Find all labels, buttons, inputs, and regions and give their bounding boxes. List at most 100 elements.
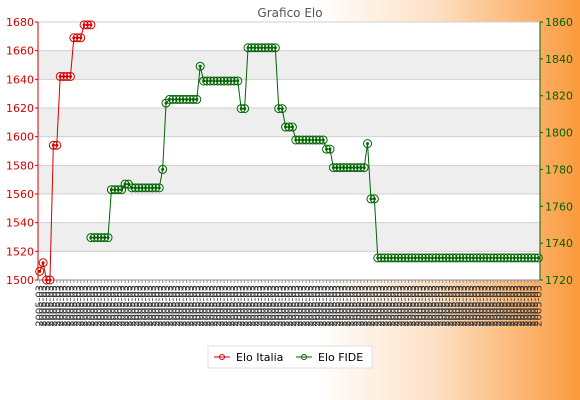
x-tick-label: 2005-03 <box>421 285 432 327</box>
data-point-dot <box>366 142 370 146</box>
x-tick-label: 2005-03 <box>141 285 152 327</box>
right-tick-label: 1740 <box>545 237 573 250</box>
data-point-dot <box>321 138 325 142</box>
x-tick-label: 2005-03 <box>359 285 370 327</box>
series-line <box>39 24 91 281</box>
x-tick-label: 2005-03 <box>363 285 374 327</box>
x-tick-label: 2005-03 <box>291 285 302 327</box>
x-tick-label: 2005-03 <box>455 285 466 327</box>
legend-box <box>207 345 373 369</box>
data-point-dot <box>89 23 93 27</box>
x-tick-label: 2005-03 <box>479 285 490 327</box>
left-tick-label: 1540 <box>6 217 34 230</box>
x-tick-label: 2005-03 <box>448 285 459 327</box>
x-tick-label: 2005-03 <box>397 285 408 327</box>
x-tick-label: 2005-03 <box>308 285 319 327</box>
x-tick-label: 2005-03 <box>69 285 80 327</box>
grid-band <box>38 194 540 223</box>
x-tick-label: 2005-03 <box>212 285 223 327</box>
x-tick-label: 2005-03 <box>253 285 264 327</box>
x-tick-label: 2005-03 <box>526 285 537 327</box>
data-point-dot <box>38 269 42 273</box>
x-tick-label: 2005-03 <box>311 285 322 327</box>
x-tick-label: 2005-03 <box>489 285 500 327</box>
x-tick-label: 2005-03 <box>270 285 281 327</box>
x-tick-label: 2005-03 <box>130 285 141 327</box>
x-tick-label: 2005-03 <box>123 285 134 327</box>
x-tick-label: 2005-03 <box>209 285 220 327</box>
left-axis-ticks: 1500 1520 1540 1560 1580 1600 1620 1640 1660 1680 <box>6 16 38 287</box>
x-tick-label: 2005-03 <box>202 285 213 327</box>
x-tick-label: 2005-03 <box>438 285 449 327</box>
x-tick-label: 2005-03 <box>144 285 155 327</box>
x-tick-label: 2005-03 <box>226 285 237 327</box>
x-tick-label: 2005-03 <box>349 285 360 327</box>
x-tick-label: 2005-03 <box>390 285 401 327</box>
x-tick-label: 2005-03 <box>113 285 124 327</box>
x-tick-label: 2005-03 <box>414 285 425 327</box>
x-tick-label: 2005-03 <box>106 285 117 327</box>
series-lines <box>35 20 543 285</box>
x-tick-label: 2005-03 <box>356 285 367 327</box>
right-axis-ticks: 1720 1740 1760 1780 1800 1820 1840 1860 <box>540 16 573 287</box>
x-tick-label: 2005-03 <box>127 285 138 327</box>
data-point <box>277 104 287 114</box>
x-tick-label: 2005-03 <box>134 285 145 327</box>
data-point <box>325 144 335 154</box>
chart-title: Grafico Elo <box>257 6 322 20</box>
grid-band <box>38 251 540 280</box>
data-point <box>195 61 205 71</box>
right-tick-label: 1800 <box>545 127 573 140</box>
x-tick-label: 2005-03 <box>383 285 394 327</box>
data-point <box>45 275 55 285</box>
x-tick-label: 2005-03 <box>257 285 268 327</box>
x-tick-label: 2005-03 <box>462 285 473 327</box>
data-point-dot <box>120 188 124 192</box>
x-tick-label: 2005-03 <box>342 285 353 327</box>
data-point-dot <box>362 166 366 170</box>
x-tick-label: 2005-03 <box>424 285 435 327</box>
x-tick-label: 2005-03 <box>318 285 329 327</box>
legend: Elo Italia Elo FIDE <box>207 345 373 369</box>
x-tick-label: 2005-03 <box>287 285 298 327</box>
data-point-dot <box>195 97 199 101</box>
x-tick-label: 2005-03 <box>117 285 128 327</box>
data-point <box>86 20 96 30</box>
x-tick-label: 2005-03 <box>513 285 524 327</box>
data-point <box>287 122 297 132</box>
x-tick-label: 2005-03 <box>376 285 387 327</box>
data-point-dot <box>55 143 59 147</box>
x-tick-label: 2005-03 <box>352 285 363 327</box>
x-tick-label: 2005-03 <box>199 285 210 327</box>
x-tick-label: 2005-03 <box>236 285 247 327</box>
x-tick-label: 2005-03 <box>294 285 305 327</box>
x-tick-label: 2005-03 <box>147 285 158 327</box>
x-tick-label: 2005-03 <box>42 285 53 327</box>
grid-bands <box>38 22 540 280</box>
legend-marker <box>219 354 225 360</box>
left-tick-label: 1520 <box>6 245 34 258</box>
x-tick-label: 2005-03 <box>503 285 514 327</box>
data-point <box>103 233 113 243</box>
x-tick-label: 2005-03 <box>499 285 510 327</box>
x-tick-label: 2005-03 <box>523 285 534 327</box>
x-tick-label: 2005-03 <box>386 285 397 327</box>
legend-marker <box>301 354 307 360</box>
data-point <box>65 71 75 81</box>
x-tick-label: 2005-03 <box>373 285 384 327</box>
right-tick-label: 1720 <box>545 274 573 287</box>
x-tick-label: 2005-03 <box>410 285 421 327</box>
x-tick-label: 2005-03 <box>93 285 104 327</box>
data-point-dot <box>273 46 277 50</box>
data-point <box>38 258 48 268</box>
x-tick-label: 2005-03 <box>86 285 97 327</box>
data-point <box>52 140 62 150</box>
x-tick-label: 2005-03 <box>369 285 380 327</box>
x-tick-label: 2005-03 <box>188 285 199 327</box>
data-point-dot <box>106 236 110 240</box>
left-tick-label: 1600 <box>6 131 34 144</box>
right-tick-label: 1780 <box>545 163 573 176</box>
data-point <box>359 163 369 173</box>
x-tick-label: 2005-03 <box>451 285 462 327</box>
